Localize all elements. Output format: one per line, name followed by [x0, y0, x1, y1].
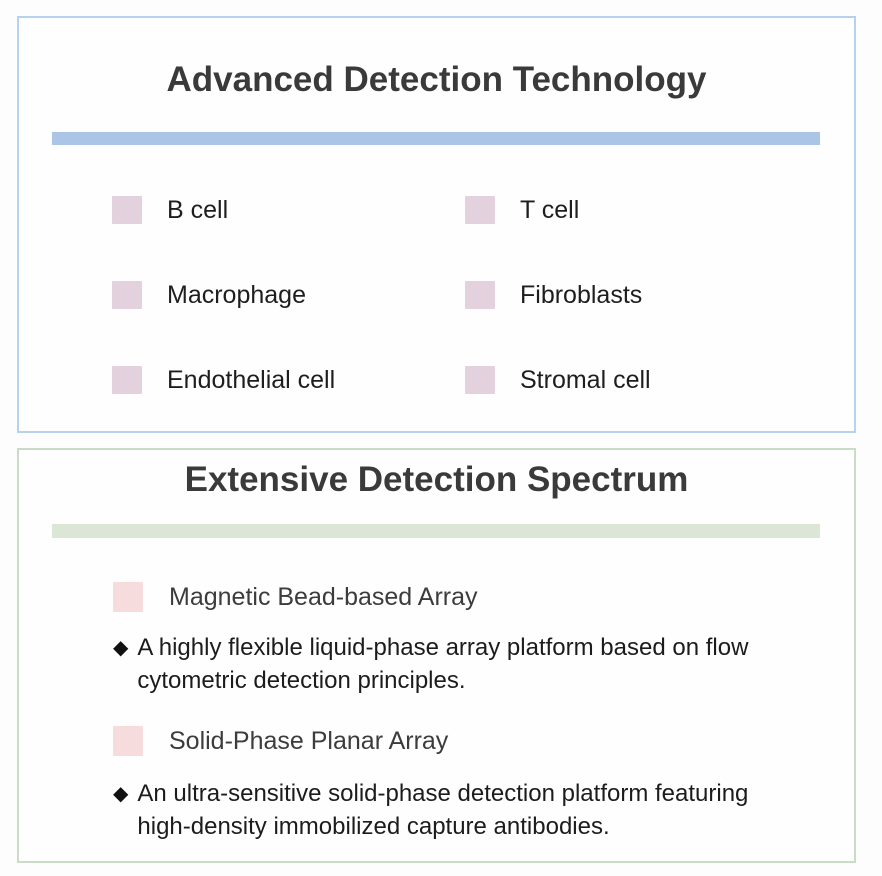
platform-name: Solid-Phase Planar Array	[169, 727, 449, 755]
panel-title-advanced-detection-technology: Advanced Detection Technology	[166, 60, 707, 99]
cell-type-label: T cell	[520, 196, 580, 224]
cell-type-label: Macrophage	[167, 281, 306, 309]
cell-type-grid: B cell T cell Macrophage Fibroblasts End…	[112, 195, 854, 395]
accent-bar-blue	[52, 132, 820, 145]
color-swatch-icon	[112, 366, 142, 394]
platform-description-row: ◆ A highly flexible liquid-phase array p…	[113, 631, 854, 697]
cell-type-item-fibroblasts: Fibroblasts	[465, 280, 854, 310]
accent-bar-green	[52, 524, 820, 538]
panel-advanced-detection-technology: Advanced Detection Technology B cell T c…	[17, 16, 856, 433]
cell-type-item-t-cell: T cell	[465, 195, 854, 225]
panel-title-extensive-detection-spectrum: Extensive Detection Spectrum	[184, 460, 689, 499]
diamond-bullet-icon: ◆	[113, 635, 129, 659]
platform-description-text: An ultra-sensitive solid-phase detection…	[137, 780, 749, 840]
color-swatch-icon	[113, 726, 143, 756]
platform-magnetic-bead-array: Magnetic Bead-based Array ◆ A highly fle…	[19, 582, 854, 697]
platform-solid-phase-array: Solid-Phase Planar Array ◆ An ultra-sens…	[19, 726, 854, 843]
cell-type-label: Stromal cell	[520, 366, 651, 394]
color-swatch-icon	[112, 281, 142, 309]
color-swatch-icon	[112, 196, 142, 224]
cell-type-item-stromal-cell: Stromal cell	[465, 365, 854, 395]
color-swatch-icon	[465, 196, 495, 224]
cell-type-label: B cell	[167, 196, 229, 224]
cell-type-item-b-cell: B cell	[112, 195, 465, 225]
platform-name: Magnetic Bead-based Array	[169, 583, 478, 611]
diamond-bullet-icon: ◆	[113, 781, 129, 805]
panel-extensive-detection-spectrum: Extensive Detection Spectrum Magnetic Be…	[17, 448, 856, 863]
color-swatch-icon	[113, 582, 143, 612]
platform-legend: Magnetic Bead-based Array	[113, 582, 854, 612]
platform-legend: Solid-Phase Planar Array	[113, 726, 854, 756]
cell-type-label: Endothelial cell	[167, 366, 336, 394]
color-swatch-icon	[465, 366, 495, 394]
cell-type-item-endothelial-cell: Endothelial cell	[112, 365, 465, 395]
cell-type-label: Fibroblasts	[520, 281, 643, 309]
color-swatch-icon	[465, 281, 495, 309]
platform-description-text: A highly flexible liquid-phase array pla…	[137, 634, 749, 694]
platform-description-row: ◆ An ultra-sensitive solid-phase detecti…	[113, 777, 854, 843]
cell-type-item-macrophage: Macrophage	[112, 280, 465, 310]
